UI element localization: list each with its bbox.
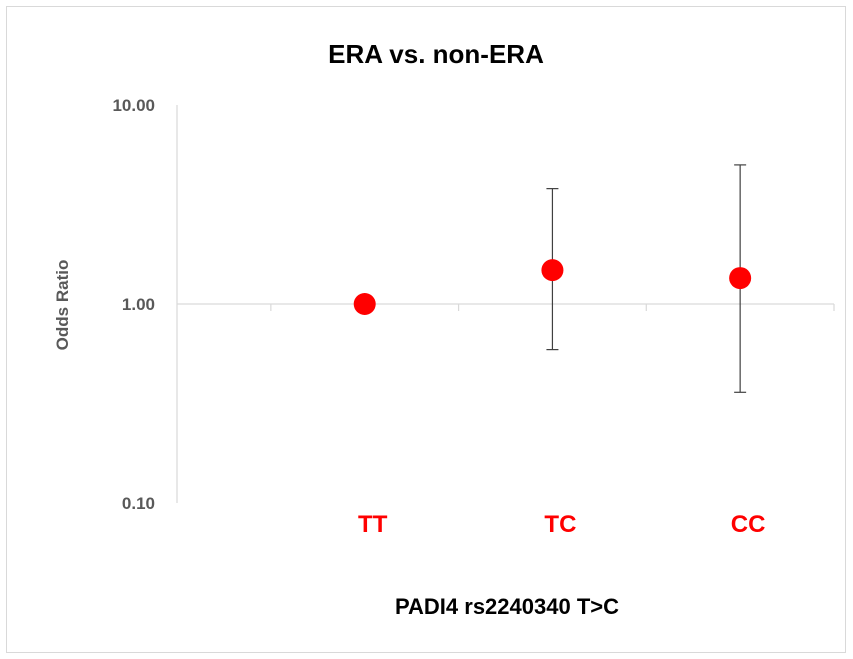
x-axis-label: PADI4 rs2240340 T>C bbox=[395, 594, 619, 619]
data-points bbox=[353, 259, 752, 315]
tick-labels: 10.00 1.00 0.10 TT TC CC bbox=[112, 96, 765, 538]
chart-title: ERA vs. non-ERA bbox=[328, 39, 544, 69]
y-axis-label: Odds Ratio bbox=[53, 260, 72, 351]
y-tick-label: 0.10 bbox=[122, 494, 155, 513]
category-label-tt: TT bbox=[358, 511, 388, 538]
data-point-tt bbox=[353, 293, 376, 315]
error-bars bbox=[546, 164, 747, 393]
axes bbox=[176, 105, 835, 503]
category-label-tc: TC bbox=[544, 511, 576, 538]
chart-frame bbox=[6, 6, 846, 653]
y-tick-label: 10.00 bbox=[112, 96, 155, 115]
y-tick-label: 1.00 bbox=[122, 295, 155, 314]
category-label-cc: CC bbox=[731, 511, 766, 538]
data-point-tc bbox=[541, 259, 564, 282]
data-point-cc bbox=[729, 267, 752, 290]
